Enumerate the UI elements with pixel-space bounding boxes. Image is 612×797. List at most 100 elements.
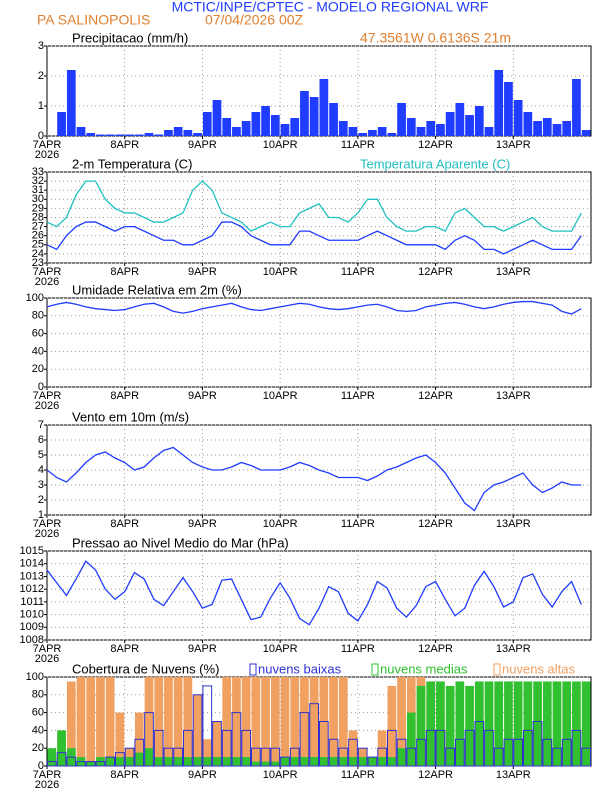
cloud-bar (231, 712, 242, 767)
x-tick-label: 10APR (263, 518, 298, 530)
x-tick-label: 11APR (341, 518, 375, 530)
precip-bar (86, 133, 96, 136)
cloud-bar (387, 685, 397, 766)
precip-bar (183, 130, 193, 136)
cloud-bar (241, 677, 251, 766)
y-tick-label: 28 (32, 211, 44, 223)
cloud-bar (154, 757, 164, 766)
cloud-bar (425, 729, 436, 767)
precip-bar (494, 70, 504, 136)
series-line (46, 180, 582, 233)
y-tick-label: 26 (32, 230, 44, 242)
x-tick-label: 8APR (110, 643, 139, 655)
x-tick-label: 10APR (263, 266, 298, 278)
cloud-bar (173, 757, 183, 766)
x-tick-label: 13APR (496, 518, 531, 530)
series-line (46, 300, 582, 315)
cloud-bar (309, 703, 319, 767)
cloud-bar (241, 757, 251, 766)
cloud-bar (571, 729, 582, 767)
cloud-bar (95, 761, 106, 767)
cloud-bar (290, 677, 300, 766)
precip-bar (455, 103, 465, 136)
cloud-bar (241, 729, 252, 767)
cloud-bar (300, 757, 309, 766)
header-title: MCTIC/INPE/CPTEC - MODELO REGIONAL WRF (172, 0, 489, 15)
y-tick-label: 5 (38, 449, 44, 461)
cloud-bar (368, 757, 377, 766)
cloud-bar (280, 756, 290, 767)
cloud-bar (455, 738, 465, 767)
cloud-bar (329, 757, 338, 766)
cloud-bar (474, 681, 484, 766)
x-tick-label: 12APR (418, 390, 453, 402)
series-line (46, 560, 582, 626)
precip-bar (66, 70, 76, 136)
cloud-bar (542, 681, 552, 766)
precip-bar (406, 118, 416, 136)
x-tick-label: 7APR (33, 390, 62, 402)
x-tick-label: 8APR (110, 390, 139, 402)
precip-bar (251, 112, 261, 136)
y-tick-label: 1 (38, 100, 44, 112)
cloud-bar (153, 729, 164, 767)
x-tick-label: 10APR (263, 643, 298, 655)
x-tick-label: 7APR (33, 769, 62, 781)
legend-swatch (493, 663, 501, 676)
x-tick-label: 10APR (263, 769, 298, 781)
y-tick-label: 1 (38, 509, 44, 521)
legend-label: nuvens altas (502, 661, 575, 676)
cloud-bar (115, 752, 125, 767)
panel-frame (46, 297, 592, 388)
cloud-bar (445, 685, 455, 766)
panel-title: Precipitacao (mm/h) (72, 30, 188, 45)
y-tick-label: 40 (32, 345, 44, 357)
cloud-bar (328, 738, 339, 767)
cloud-bar (436, 681, 445, 766)
x-tick-label: 7APR (33, 139, 62, 151)
cloud-bar (212, 757, 222, 766)
precip-bar (115, 134, 125, 136)
cloud-bar (348, 757, 358, 766)
x-tick-label: 8APR (110, 266, 139, 278)
cloud-bar (338, 677, 348, 766)
cloud-bar (192, 694, 203, 767)
station: PA SALINOPOLIS (37, 12, 150, 28)
cloud-bar (47, 748, 57, 766)
cloud-bar (96, 677, 105, 766)
x-tick-label: 9APR (188, 139, 217, 151)
x-tick-label: 9APR (188, 390, 217, 402)
x-tick-label: 7APR (33, 518, 62, 530)
x-tick-label: 9APR (188, 266, 217, 278)
precip-bar (465, 115, 474, 136)
x-tick-label: 9APR (188, 643, 217, 655)
precip-bar (76, 127, 86, 136)
cloud-bar (124, 747, 135, 767)
cloud-bar (232, 677, 241, 766)
cloud-bar (76, 761, 86, 767)
cloud-bar (435, 729, 446, 767)
y-tick-label: 30 (32, 193, 44, 205)
precip-bar (572, 79, 581, 136)
x-tick-label: 7APR (33, 643, 62, 655)
cloud-bar (173, 677, 183, 766)
cloud-bar (299, 712, 310, 767)
precip-bar (329, 103, 338, 136)
cloud-bar (319, 721, 329, 767)
precip-bar (57, 112, 66, 136)
cloud-bar (289, 747, 300, 767)
y-tick-label: 25 (32, 239, 44, 251)
precip-bar (105, 134, 115, 136)
x-year-label: 2026 (35, 528, 59, 540)
precip-bar (436, 124, 445, 136)
cloud-bar (134, 738, 145, 767)
x-year-label: 2026 (35, 149, 59, 161)
cloud-bar (572, 681, 581, 766)
cloud-bar (309, 757, 319, 766)
y-tick-label: 40 (32, 724, 44, 736)
cloud-bar (76, 677, 86, 766)
cloud-bar (251, 761, 261, 766)
y-tick-label: 60 (32, 328, 44, 340)
cloud-bar (561, 738, 572, 767)
precip-bar (232, 127, 241, 136)
